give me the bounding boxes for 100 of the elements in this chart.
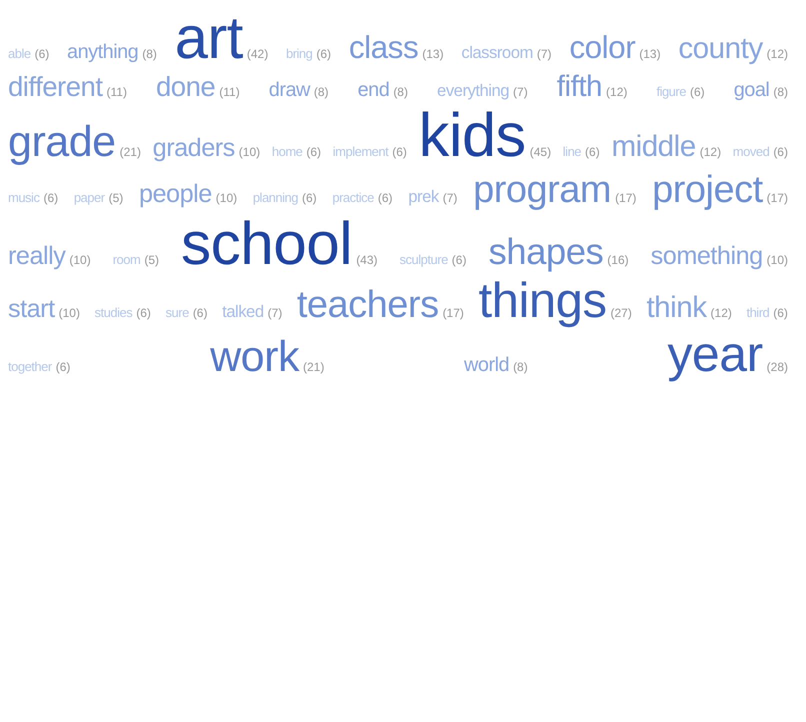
category-label: line (562, 144, 582, 160)
category-label: art (174, 4, 243, 71)
category-label: talked (222, 302, 264, 321)
data-label: (6) (192, 306, 208, 320)
category-label: really (8, 242, 66, 270)
data-label: (6) (136, 306, 151, 320)
data-label: (28) (766, 360, 788, 374)
data-label: (6) (34, 47, 50, 61)
data-label: (42) (246, 47, 268, 61)
category-label: sure (166, 304, 189, 320)
data-label: (11) (106, 84, 127, 99)
data-label: (6) (302, 190, 317, 205)
category-label: fifth (556, 70, 602, 103)
category-label: world (464, 354, 510, 376)
category-label: sculpture (400, 252, 448, 267)
data-label: (45) (530, 145, 552, 160)
category-label: end (358, 78, 390, 101)
data-label: (8) (142, 47, 157, 61)
category-label: people (138, 180, 212, 208)
data-label: (8) (513, 360, 528, 374)
category-label: work (210, 333, 299, 382)
category-label: grade (8, 118, 116, 166)
category-label: studies (94, 304, 132, 320)
category-label: together (8, 359, 52, 374)
category-label: prek (408, 186, 439, 206)
category-label: music (8, 190, 40, 205)
data-label: (10) (238, 145, 260, 160)
category-label: kids (418, 101, 526, 170)
data-label: (6) (316, 47, 332, 61)
category-label: school (181, 208, 352, 277)
data-label: (6) (43, 190, 58, 205)
category-label: paper (74, 190, 105, 205)
data-label: (6) (585, 145, 600, 160)
data-label: (8) (773, 84, 788, 99)
data-label: (13) (422, 47, 444, 61)
category-label: classroom (461, 43, 533, 62)
category-label: figure (656, 84, 686, 99)
category-label: year (667, 326, 763, 382)
category-label: project (652, 168, 763, 211)
data-label: (7) (268, 306, 282, 320)
data-label: (13) (639, 47, 661, 61)
data-label: (6) (773, 145, 788, 160)
data-label: (16) (607, 252, 629, 267)
category-label: able (8, 46, 31, 61)
category-label: draw (268, 78, 310, 101)
category-label: middle (611, 130, 696, 164)
category-label: practice (332, 190, 374, 205)
category-label: things (478, 274, 607, 328)
data-label: (12) (606, 84, 628, 99)
data-label: (5) (144, 252, 159, 267)
data-label: (11) (219, 84, 240, 99)
category-label: goal (734, 78, 770, 101)
category-label: moved (732, 144, 770, 160)
category-label: planning (252, 190, 298, 205)
data-label: (6) (392, 145, 407, 160)
data-label: (21) (120, 145, 141, 160)
data-label: (6) (452, 252, 466, 267)
data-label: (6) (690, 84, 705, 99)
data-label: (6) (773, 306, 788, 320)
category-label: everything (437, 80, 510, 100)
category-label: room (112, 252, 140, 267)
data-label: (10) (58, 306, 80, 320)
data-label: (43) (356, 252, 378, 267)
category-label: think (646, 290, 707, 324)
category-label: something (650, 242, 763, 270)
data-label: (8) (314, 84, 329, 99)
data-label: (12) (766, 47, 788, 61)
category-label: shapes (488, 230, 604, 272)
category-label: program (473, 168, 612, 211)
data-label: (8) (393, 84, 408, 99)
data-label: (6) (378, 190, 393, 205)
data-label: (10) (766, 252, 788, 267)
category-label: county (678, 32, 763, 65)
category-label: class (348, 29, 418, 65)
category-label: home (272, 144, 302, 160)
data-label: (7) (442, 190, 458, 205)
data-label: (10) (69, 252, 91, 267)
category-label: different (8, 70, 102, 102)
data-label: (6) (306, 145, 322, 160)
category-label: start (8, 294, 55, 323)
category-label: teachers (296, 284, 439, 326)
category-label: color (569, 29, 636, 65)
data-label: (7) (513, 84, 528, 99)
data-label: (12) (700, 145, 722, 160)
category-label: third (746, 304, 770, 320)
category-label: done (156, 70, 216, 102)
data-label: (17) (615, 190, 636, 205)
category-label: implement (332, 144, 388, 160)
category-label: anything (67, 41, 138, 63)
data-label: (21) (302, 360, 324, 374)
data-label: (17) (766, 190, 788, 205)
data-label: (5) (108, 190, 124, 205)
data-label: (10) (216, 190, 238, 205)
data-label: (7) (536, 47, 552, 61)
data-label: (6) (56, 360, 70, 374)
data-label: (12) (710, 306, 732, 320)
category-label: graders (152, 134, 235, 162)
category-label: bring (286, 46, 312, 61)
data-label: (27) (610, 306, 632, 320)
data-label: (17) (442, 306, 464, 320)
